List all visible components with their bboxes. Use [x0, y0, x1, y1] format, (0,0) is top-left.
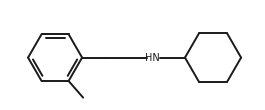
Text: HN: HN: [145, 53, 160, 63]
